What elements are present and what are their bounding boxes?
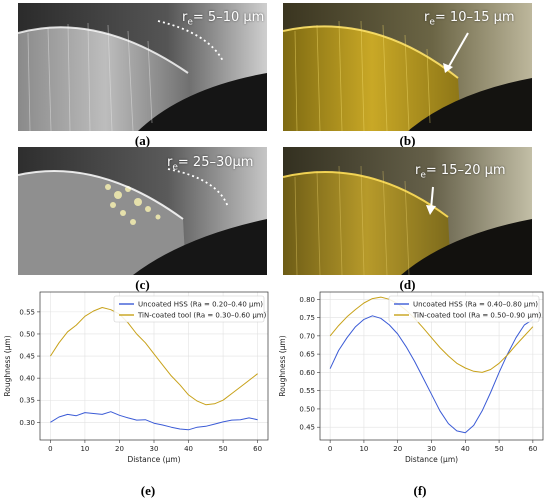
series-line-coated (49, 307, 258, 406)
annotation-b: re= 10–15 μm (424, 10, 515, 28)
micrograph-a (18, 3, 267, 131)
x-tick-label: 50 (219, 445, 228, 453)
x-axis-title: Distance (μm) (405, 455, 458, 464)
annotation-c: re= 25–30μm (167, 155, 254, 173)
legend-label: Uncoated HSS (Ra = 0.40–0.80 μm) (413, 301, 538, 309)
y-tick-label: 0.30 (19, 419, 35, 427)
chart-e: 0.30 0.35 0.40 0.45 0.50 0.55 0 10 20 30 40 50 60 Dis… (0, 284, 275, 474)
caption-e: (e) (140, 483, 156, 498)
caption-f: (f) (413, 483, 427, 498)
series-line-coated (329, 296, 534, 373)
y-tick-label: 0.50 (19, 330, 35, 338)
series-line-uncoated (50, 411, 258, 431)
x-axis-title: Distance (μm) (127, 455, 180, 464)
y-tick-label: 0.55 (299, 387, 315, 395)
micrograph-c-image (18, 147, 267, 275)
plot-frame (39, 291, 269, 441)
y-tick-label: 0.40 (19, 375, 35, 383)
legend-box (113, 295, 265, 323)
y-tick-label: 0.45 (19, 353, 35, 361)
chart-f-svg: 0.45 0.50 0.55 0.60 0.65 0.70 0.75 0.80 0 10 20 30 4… (278, 291, 544, 464)
caption-b: (b) (399, 133, 416, 148)
x-tick-label: 10 (80, 445, 89, 453)
y-tick-label: 0.45 (299, 424, 315, 432)
micrograph-b-image (283, 3, 532, 131)
y-axis-title: Roughness (μm) (278, 335, 287, 396)
chart-e-svg: 0.30 0.35 0.40 0.45 0.50 0.55 0 10 20 30 40 50 60 Dis… (3, 291, 269, 464)
x-tick-label: 30 (150, 445, 159, 453)
legend-label: TiN-coated tool (Ra = 0.50–0.90 μm) (412, 312, 542, 320)
x-tick-label: 40 (461, 445, 470, 453)
micrograph-a-image (18, 3, 267, 131)
x-tick-label: 40 (184, 445, 193, 453)
chart-f: 0.45 0.50 0.55 0.60 0.65 0.70 0.75 0.80 0 10 20 30 4… (275, 284, 550, 474)
y-tick-label: 0.70 (299, 332, 315, 340)
caption-c: (c) (135, 277, 150, 292)
y-tick-label: 0.35 (19, 397, 35, 405)
micrograph-d-image (283, 147, 532, 275)
x-tick-label: 20 (393, 445, 402, 453)
annotation-d: re= 15–20 μm (415, 163, 506, 181)
x-tick-label: 0 (48, 445, 52, 453)
series-line-uncoated (329, 315, 534, 434)
caption-d: (d) (399, 277, 416, 292)
legend-box (388, 295, 540, 323)
legend-label: TiN-coated tool (Ra = 0.30–0.60 μm) (137, 312, 267, 320)
y-tick-label: 0.55 (19, 308, 35, 316)
micrograph-d (283, 147, 532, 275)
caption-a: (a) (134, 133, 151, 148)
x-tick-label: 20 (115, 445, 124, 453)
y-tick-label: 0.80 (299, 296, 315, 304)
micrograph-b (283, 3, 532, 131)
micrograph-c (18, 147, 267, 275)
y-tick-label: 0.50 (299, 405, 315, 413)
annotation-a: re= 5–10 μm (182, 10, 265, 28)
y-axis-title: Roughness (μm) (3, 335, 12, 396)
y-tick-label: 0.60 (299, 369, 315, 377)
x-tick-label: 60 (253, 445, 262, 453)
x-tick-label: 50 (495, 445, 504, 453)
x-tick-label: 10 (359, 445, 368, 453)
x-tick-label: 60 (528, 445, 537, 453)
x-tick-label: 30 (427, 445, 436, 453)
y-tick-label: 0.65 (299, 351, 315, 359)
x-tick-label: 0 (328, 445, 332, 453)
legend-label: Uncoated HSS (Ra = 0.20–0.40 μm) (138, 301, 263, 309)
plot-frame (319, 291, 544, 441)
y-tick-label: 0.75 (299, 314, 315, 322)
